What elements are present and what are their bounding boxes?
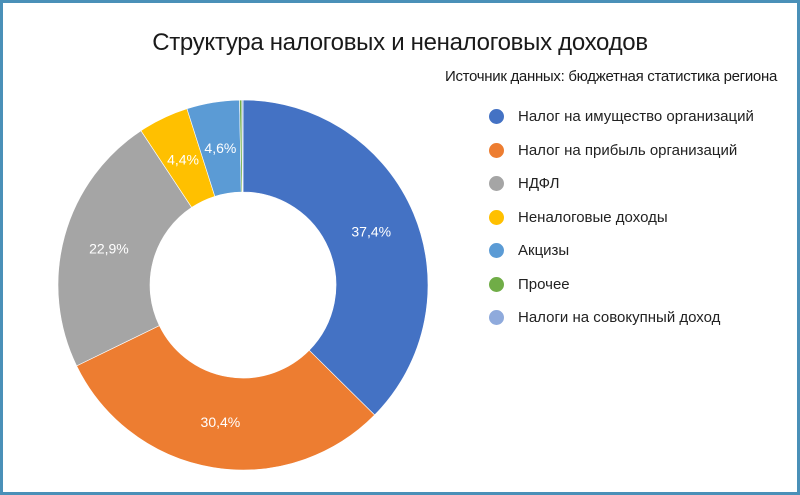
legend-swatch-icon <box>489 276 504 292</box>
legend-label: Акцизы <box>518 242 570 260</box>
chart-title: Структура налоговых и неналоговых доходо… <box>152 29 648 56</box>
legend-item[interactable]: Налог на имущество организаций <box>489 100 754 134</box>
donut-data-labels: 37,4% 30,4% 22,9% 4,4% 4,6% <box>89 140 391 430</box>
chart-subtitle: Источник данных: бюджетная статистика ре… <box>444 68 777 85</box>
data-label: 4,4% <box>167 152 199 168</box>
data-label: 37,4% <box>351 223 391 239</box>
legend-label: Налоги на совокупный доход <box>518 309 721 327</box>
legend-item[interactable]: Прочее <box>489 268 754 302</box>
chart-legend: Налог на имущество организаций Налог на … <box>489 100 754 335</box>
donut-slice[interactable] <box>241 99 244 193</box>
legend-item[interactable]: Налоги на совокупный доход <box>489 301 754 335</box>
legend-label: НДФЛ <box>518 175 560 193</box>
legend-item[interactable]: Налог на прибыль организаций <box>489 134 754 168</box>
legend-label: Неналоговые доходы <box>518 208 668 226</box>
donut-slices <box>57 99 429 471</box>
legend-label: Налог на прибыль организаций <box>518 141 738 159</box>
data-label: 4,6% <box>204 140 236 156</box>
donut-slice[interactable] <box>242 99 429 416</box>
data-label: 30,4% <box>201 414 241 430</box>
legend-item[interactable]: НДФЛ <box>489 167 754 201</box>
legend-label: Налог на имущество организаций <box>518 108 754 126</box>
legend-swatch-icon <box>489 243 504 259</box>
legend-item[interactable]: Неналоговые доходы <box>489 201 754 235</box>
legend-swatch-icon <box>489 176 504 192</box>
legend-label: Прочее <box>518 275 570 293</box>
donut-slice[interactable] <box>76 325 376 471</box>
legend-swatch-icon <box>489 310 504 326</box>
legend-swatch-icon <box>489 109 504 125</box>
legend-item[interactable]: Акцизы <box>489 234 754 268</box>
donut-slice[interactable] <box>57 130 193 367</box>
data-label: 22,9% <box>89 240 129 256</box>
legend-swatch-icon <box>489 142 504 158</box>
legend-swatch-icon <box>489 209 504 225</box>
